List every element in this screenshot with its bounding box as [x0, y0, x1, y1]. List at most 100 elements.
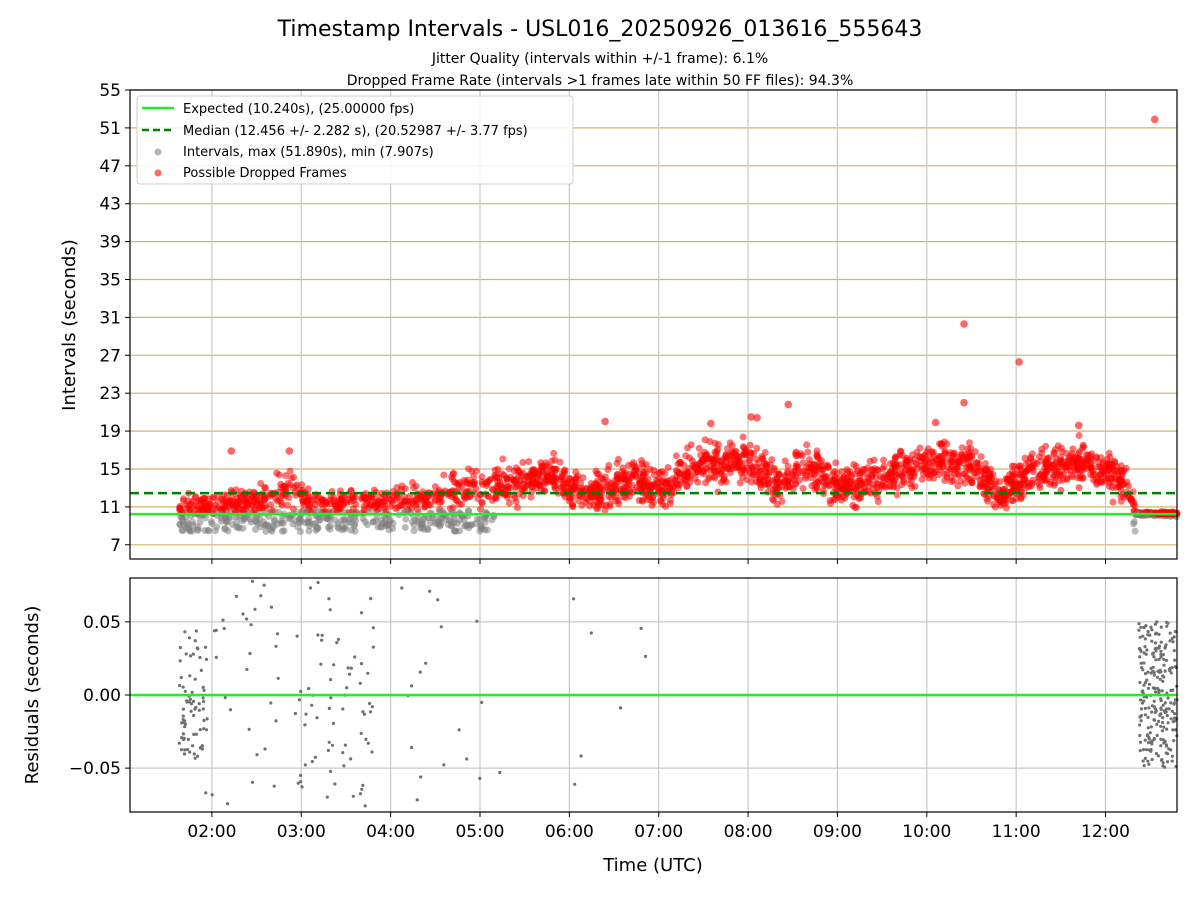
dropped-frame-point — [770, 477, 778, 485]
dropped-frame-point — [515, 490, 523, 498]
residual-point — [1172, 712, 1177, 716]
residual-point — [310, 703, 314, 707]
dropped-frame-point — [688, 457, 696, 465]
interval-point — [252, 526, 259, 533]
dropped-frame-point — [495, 474, 503, 482]
residual-point — [319, 662, 323, 666]
dropped-frame-point — [527, 493, 535, 501]
residual-point — [198, 746, 202, 750]
residual-point — [327, 740, 331, 744]
residual-point — [1141, 634, 1145, 638]
dropped-frame-point — [1008, 496, 1016, 504]
dropped-frame-point — [466, 493, 474, 501]
dropped-frame-point — [761, 479, 768, 487]
dropped-frame-point — [838, 468, 846, 476]
residual-point — [1147, 762, 1151, 766]
dropped-frame-point — [706, 473, 713, 481]
residual-point — [341, 751, 345, 755]
residual-point — [299, 780, 303, 784]
dropped-frame-point — [974, 468, 982, 475]
residual-point — [1145, 695, 1149, 699]
residual-point — [341, 707, 345, 711]
residual-point — [358, 681, 362, 685]
residual-point — [351, 794, 355, 798]
dropped-frame-point — [360, 506, 368, 514]
dropped-frame-point — [460, 493, 468, 501]
residual-point — [188, 674, 192, 678]
dropped-frame-point — [648, 501, 656, 509]
dropped-frame-point — [1040, 472, 1048, 480]
interval-point — [262, 527, 270, 535]
dropped-frame-point — [1002, 504, 1010, 512]
dropped-frame-point — [268, 507, 276, 515]
residual-point — [181, 714, 185, 718]
residual-point — [1159, 655, 1163, 659]
interval-point — [425, 514, 433, 522]
dropped-frame-point — [222, 498, 230, 506]
residual-point — [193, 639, 197, 643]
residual-point — [181, 685, 185, 689]
dropped-frame-point — [698, 458, 706, 466]
interval-point — [254, 520, 262, 528]
residual-point — [1143, 738, 1147, 742]
legend-median-label: Median (12.456 +/- 2.282 s), (20.52987 +… — [183, 124, 528, 139]
residuals-plot: 0.050.00−0.05 02:00 03:00 04:00 05:00 06:00 0… — [22, 577, 1179, 876]
residual-point — [370, 750, 374, 754]
residual-point — [222, 626, 226, 631]
dropped-frame-point — [753, 444, 761, 452]
residual-point — [185, 747, 190, 752]
dropped-frame-point — [719, 476, 727, 484]
residual-point — [1172, 702, 1176, 706]
dropped-frame-point — [775, 484, 783, 492]
dropped-frame-point — [805, 456, 813, 464]
residual-point — [188, 750, 192, 754]
residual-point — [198, 728, 202, 732]
x-tick-label: 11:00 — [992, 822, 1041, 842]
residual-point — [192, 732, 196, 737]
residual-point — [187, 700, 191, 704]
residual-point — [1164, 643, 1168, 647]
dropped-frame-point — [559, 473, 567, 481]
dropped-frame-point — [236, 491, 244, 499]
dropped-frame-point — [824, 463, 832, 471]
residual-point — [1161, 679, 1165, 683]
residual-point — [442, 763, 446, 767]
dropped-frame-point — [504, 484, 512, 492]
dropped-frame-outlier — [1074, 421, 1083, 430]
dropped-frame-point — [1093, 480, 1101, 488]
residual-point — [315, 716, 319, 720]
interval-point — [324, 523, 332, 531]
residual-point — [1161, 761, 1165, 765]
residual-point — [1161, 716, 1165, 720]
residual-point — [187, 636, 192, 640]
interval-point — [262, 521, 270, 529]
residual-point — [226, 802, 230, 806]
residual-point — [366, 741, 370, 745]
dropped-frame-point — [630, 467, 638, 475]
residual-point — [364, 737, 368, 742]
legend-dropped-marker — [154, 169, 162, 177]
residual-point — [369, 597, 373, 601]
dropped-frame-point — [1075, 432, 1083, 439]
dropped-frame-point — [682, 452, 690, 460]
dropped-frame-point — [798, 452, 806, 460]
residual-point — [221, 618, 225, 622]
dropped-frame-point — [1080, 443, 1088, 451]
dropped-frame-outlier — [707, 419, 715, 428]
dropped-frame-point — [815, 465, 823, 473]
interval-point — [217, 517, 225, 525]
residual-point — [639, 626, 643, 631]
dropped-frame-point — [832, 459, 840, 467]
residual-point — [1152, 699, 1156, 703]
legend-intervals-marker — [154, 148, 162, 156]
residual-point — [202, 718, 206, 723]
residuals-plot-frame — [129, 577, 1178, 813]
dropped-frame-point — [746, 441, 754, 449]
residual-point — [572, 597, 576, 601]
interval-point — [183, 519, 191, 526]
dropped-frame-point — [199, 495, 207, 503]
dropped-frame-point — [1025, 465, 1033, 473]
residual-point — [1165, 713, 1169, 718]
residual-point — [303, 763, 307, 767]
residual-point — [272, 784, 276, 788]
